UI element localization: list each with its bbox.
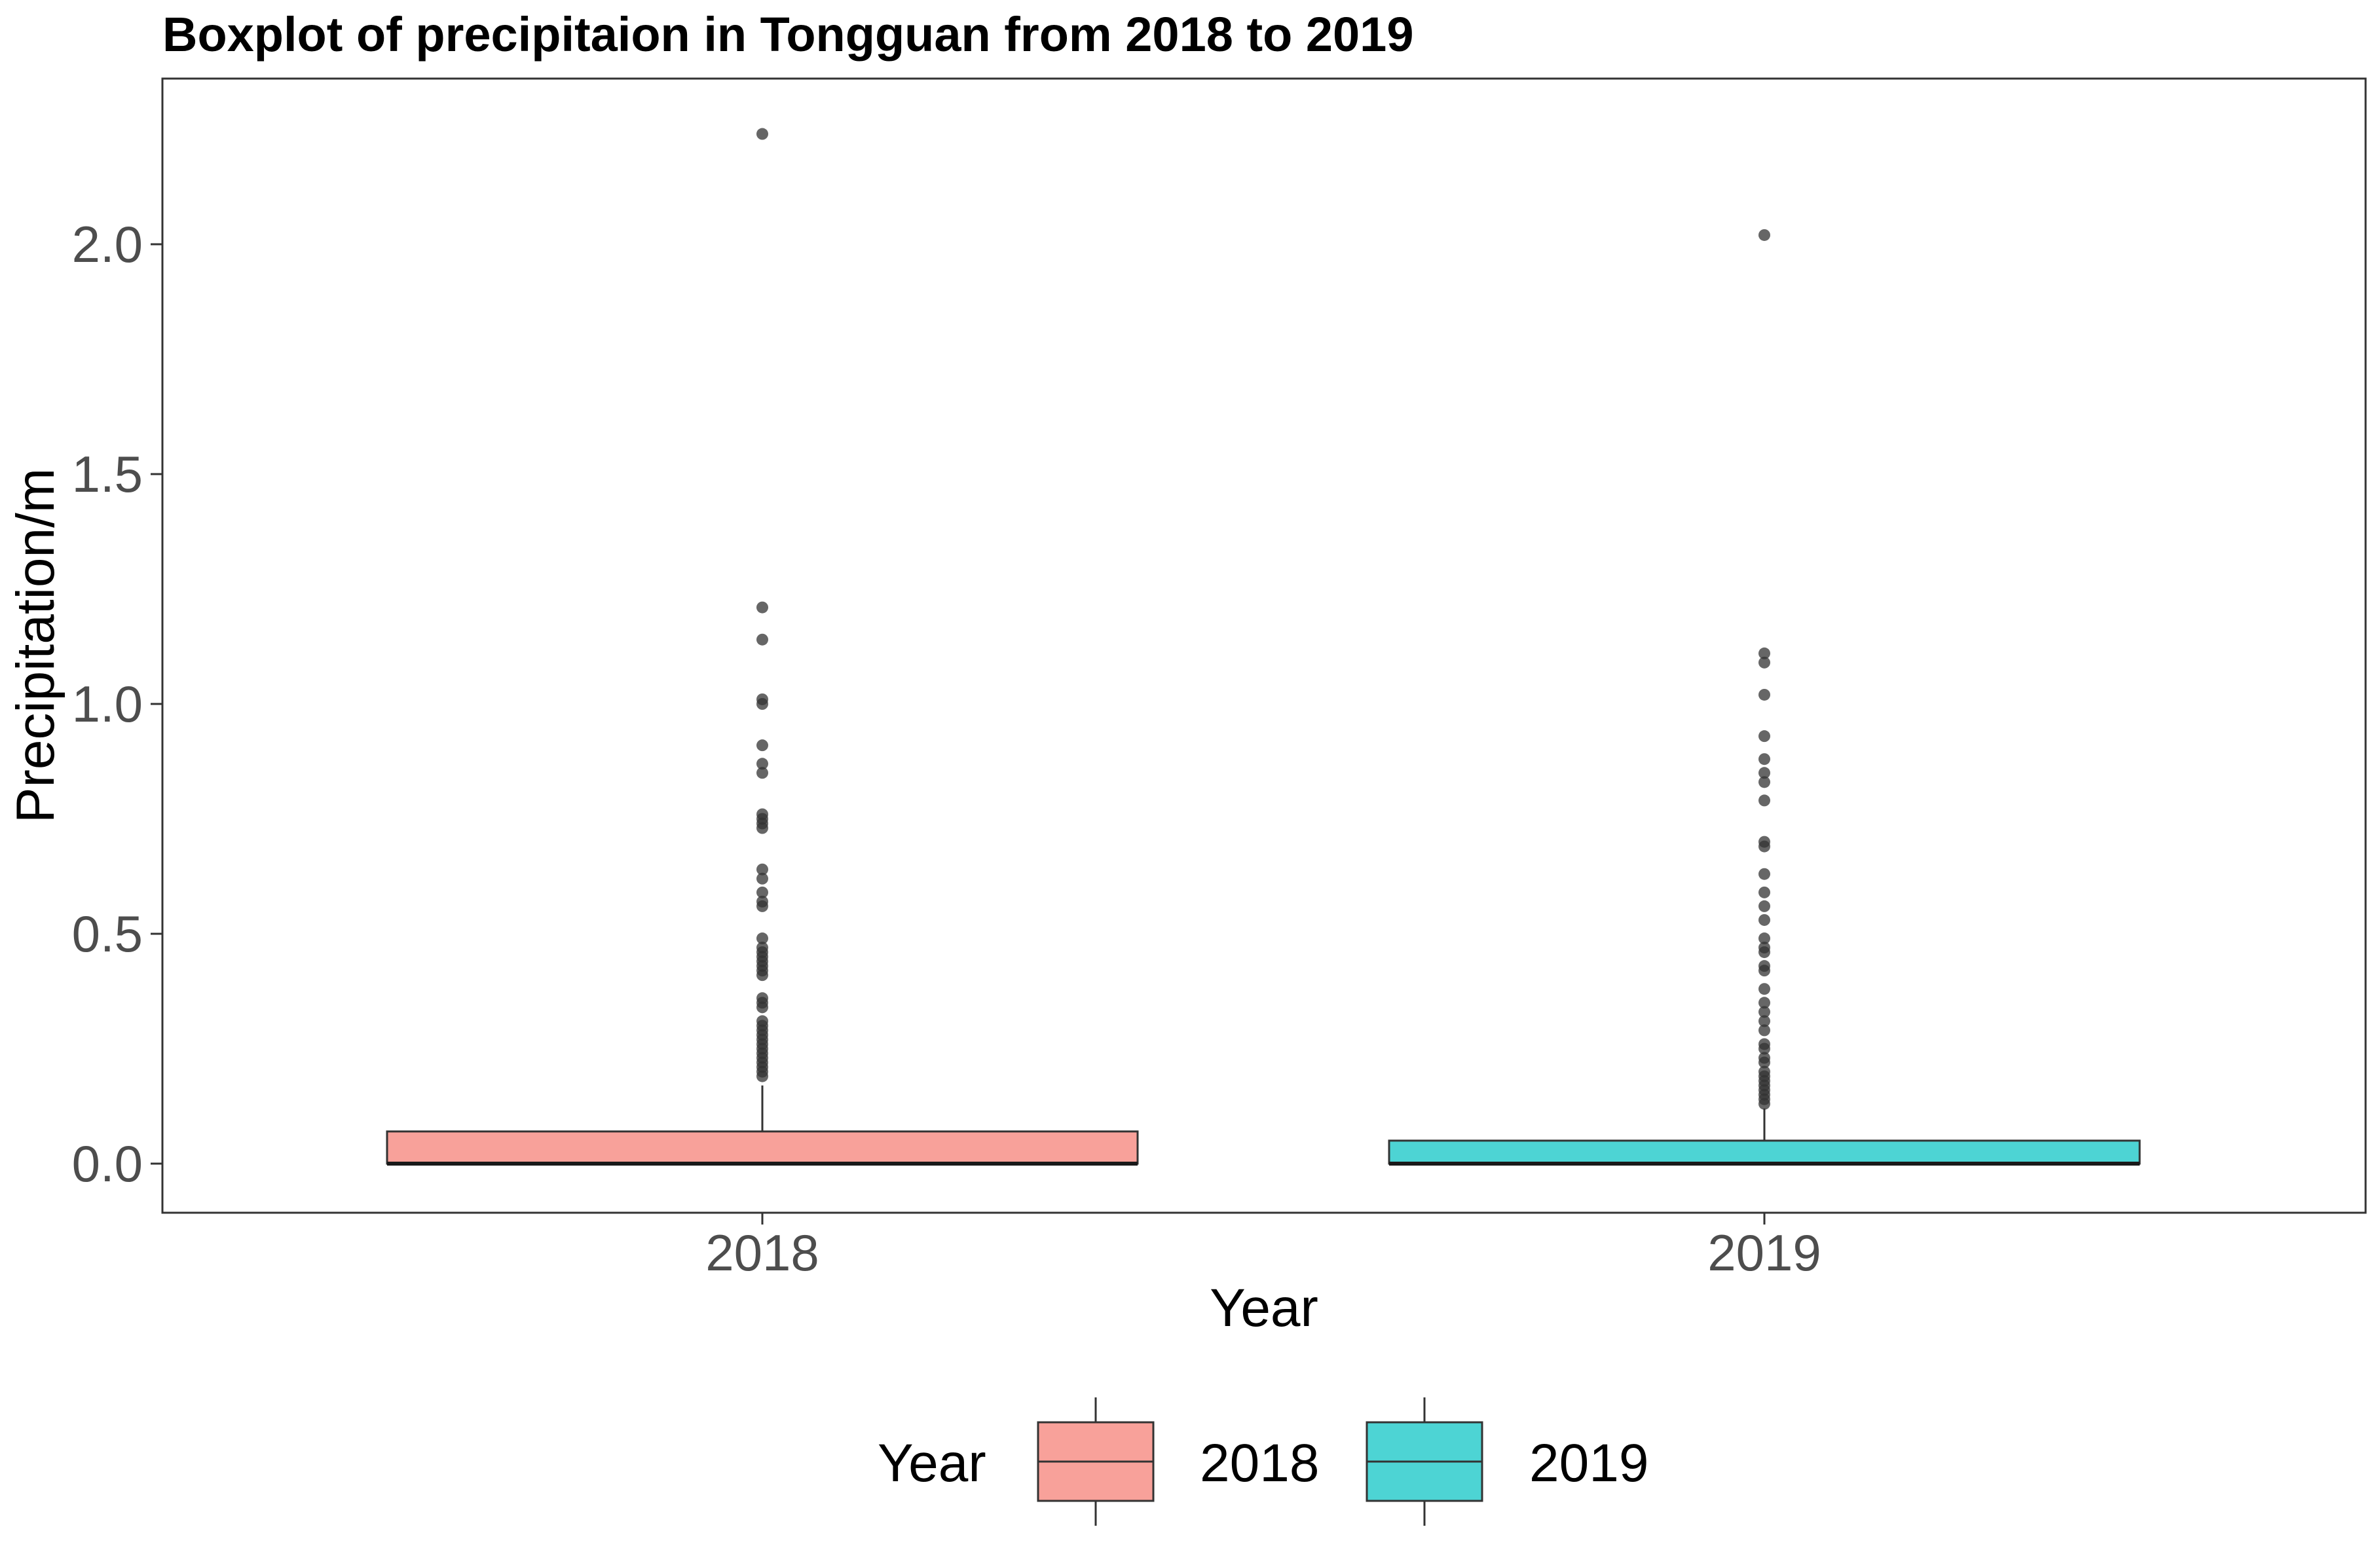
outlier-point xyxy=(1758,1015,1770,1027)
legend-label: 2019 xyxy=(1529,1433,1648,1493)
outlier-point xyxy=(756,633,768,646)
outlier-point xyxy=(1758,1006,1770,1018)
outlier-point xyxy=(756,863,768,876)
outlier-point xyxy=(756,128,768,140)
outlier-point xyxy=(756,932,768,945)
legend-key-2019 xyxy=(1366,1397,1483,1526)
outlier-point xyxy=(1758,730,1770,743)
outlier-point xyxy=(1758,688,1770,701)
outlier-point xyxy=(756,900,768,912)
outlier-point xyxy=(1758,656,1770,669)
outlier-point xyxy=(1758,946,1770,959)
outlier-point xyxy=(756,601,768,614)
outlier-point xyxy=(1758,1024,1770,1037)
box-2019 xyxy=(1388,229,2141,1166)
x-axis-title: Year xyxy=(1210,1278,1318,1338)
box-body xyxy=(386,1130,1139,1165)
box-body xyxy=(1388,1139,2141,1165)
outlier-point xyxy=(756,969,768,982)
y-axis: 0.0 0.5 1.0 1.5 2.0 xyxy=(72,215,162,1192)
outlier-point xyxy=(1758,932,1770,945)
outlier-point xyxy=(1758,1042,1770,1055)
outlier-point xyxy=(756,698,768,710)
outlier-point xyxy=(1758,1056,1770,1069)
outlier-point xyxy=(1758,886,1770,898)
x-tick-label: 2019 xyxy=(1707,1224,1821,1281)
legend: Year 2018 2019 xyxy=(878,1397,1648,1526)
x-tick-label: 2018 xyxy=(705,1224,819,1281)
outlier-point xyxy=(1758,767,1770,779)
outlier-point xyxy=(1758,229,1770,241)
outlier-point xyxy=(1758,647,1770,659)
y-tick-label: 0.5 xyxy=(72,905,143,963)
outlier-point xyxy=(1758,965,1770,977)
y-tick-label: 1.0 xyxy=(72,675,143,733)
y-tick-label: 1.5 xyxy=(72,445,143,503)
outlier-point xyxy=(756,1001,768,1014)
outlier-point xyxy=(1758,840,1770,853)
legend-key-2018 xyxy=(1037,1397,1155,1526)
outlier-point xyxy=(756,739,768,752)
outlier-point xyxy=(756,1070,768,1082)
outlier-point xyxy=(1758,1097,1770,1110)
x-axis: 2018 2019 xyxy=(705,1213,1821,1281)
legend-title: Year xyxy=(878,1433,986,1493)
outlier-point xyxy=(1758,900,1770,912)
outlier-point xyxy=(756,822,768,834)
outlier-point xyxy=(756,872,768,885)
outlier-point xyxy=(1758,997,1770,1009)
box-2018 xyxy=(386,128,1139,1166)
boxplot-series xyxy=(386,128,2141,1166)
outlier-point xyxy=(1758,913,1770,926)
legend-label: 2018 xyxy=(1200,1433,1319,1493)
outlier-point xyxy=(1758,794,1770,807)
plot-panel xyxy=(161,77,2367,1214)
chart-title: Boxplot of precipitaion in Tongguan from… xyxy=(162,7,1414,62)
outlier-point xyxy=(756,767,768,779)
outlier-point xyxy=(756,758,768,770)
outlier-point xyxy=(756,886,768,898)
outlier-point xyxy=(1758,868,1770,880)
outlier-point xyxy=(1758,983,1770,995)
y-axis-title: Precipitation/m xyxy=(6,468,65,823)
outlier-point xyxy=(1758,753,1770,765)
y-tick-label: 2.0 xyxy=(72,215,143,273)
outlier-point xyxy=(1758,776,1770,788)
y-tick-label: 0.0 xyxy=(72,1135,143,1192)
